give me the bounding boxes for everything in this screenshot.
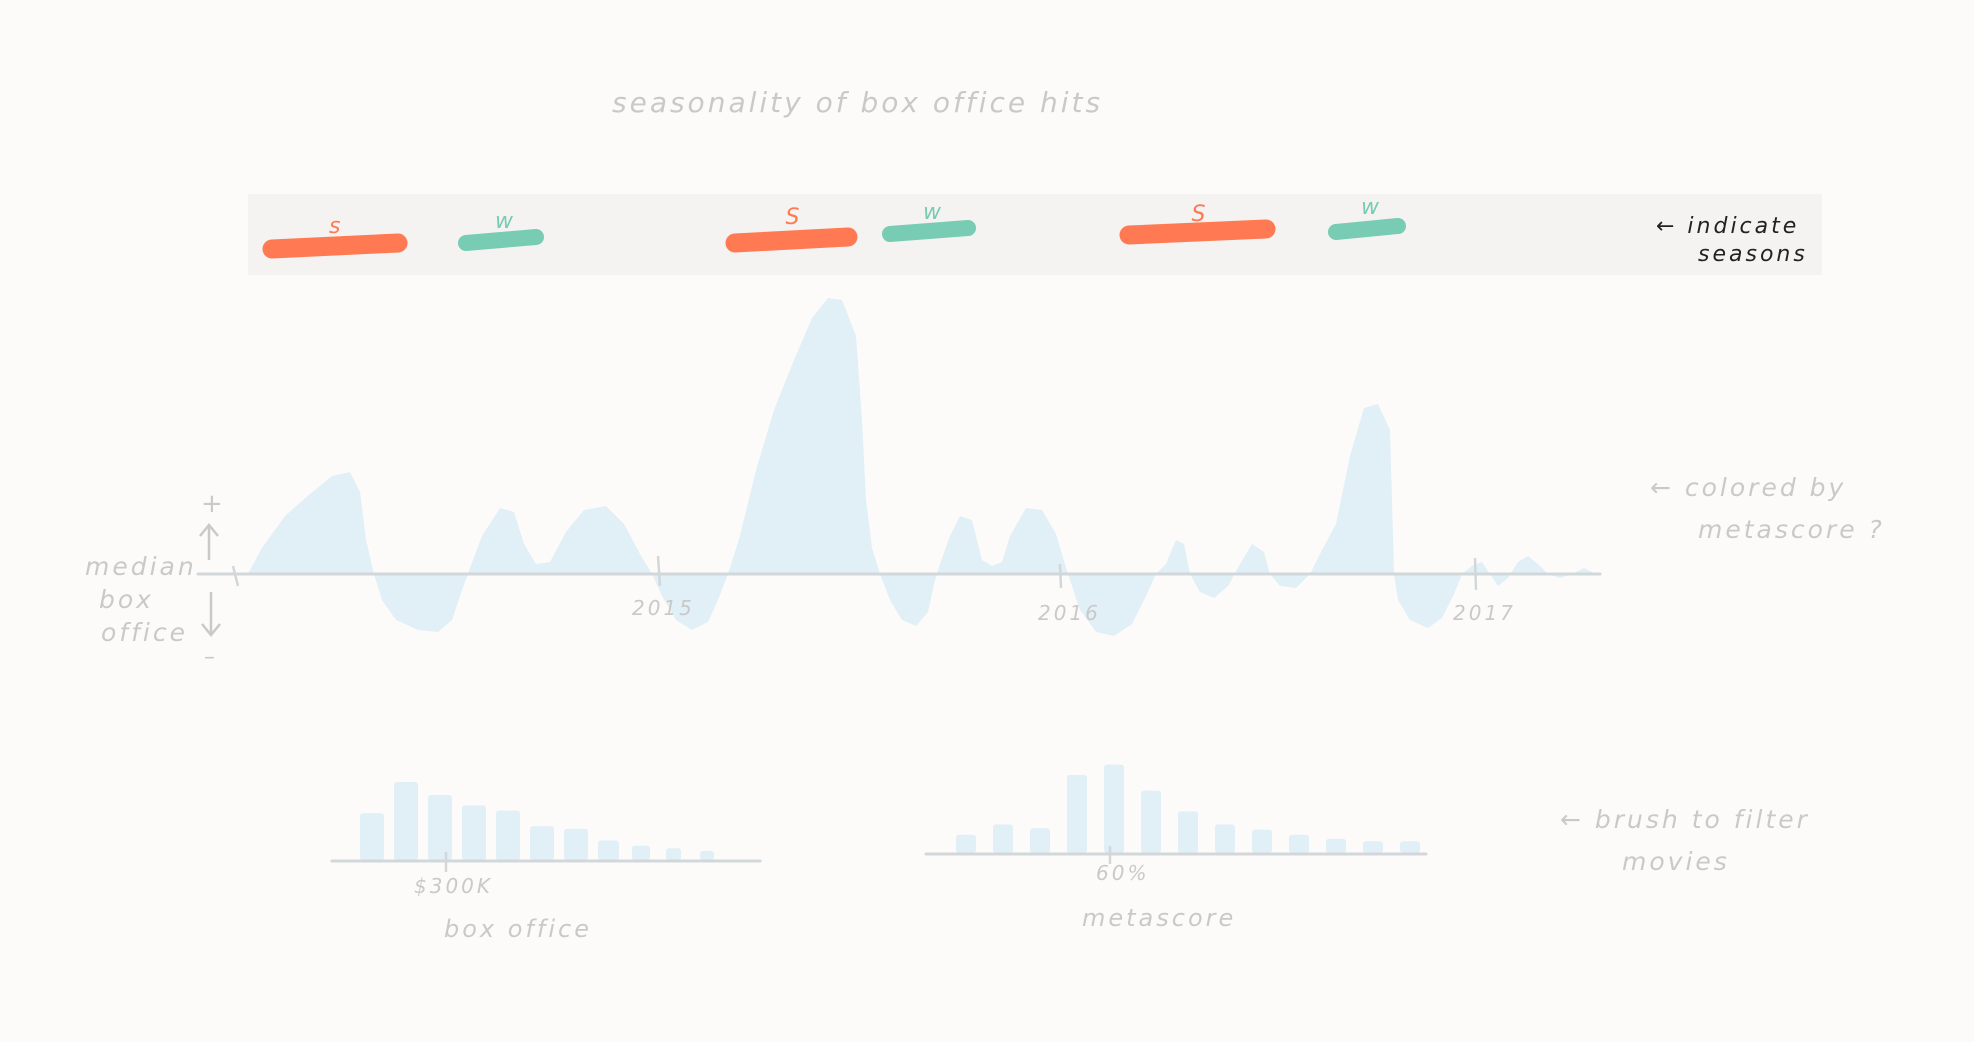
seasonality-chart: 2015 2016 2017 + – median box office ← c… xyxy=(85,298,1885,670)
page-title: seasonality of box office hits xyxy=(612,86,1103,119)
box-office-histogram-bar[interactable] xyxy=(700,850,714,860)
metascore-histogram-bar[interactable] xyxy=(1363,841,1383,853)
color-note-line1: ← colored by xyxy=(1650,473,1846,502)
summer-season-label: S xyxy=(1192,202,1206,227)
winter-season-label: w xyxy=(923,200,942,225)
winter-season-label: w xyxy=(1361,195,1380,220)
box-office-histogram-bar[interactable] xyxy=(428,795,452,860)
y-label-line3: office xyxy=(101,618,188,647)
box-office-histogram-bar[interactable] xyxy=(598,840,619,861)
brush-note-line1: ← brush to filter xyxy=(1560,805,1810,834)
season-band-note-line2: seasons xyxy=(1698,242,1808,267)
metascore-histogram-bar[interactable] xyxy=(1104,764,1124,853)
year-tick-2017: 2017 xyxy=(1453,557,1516,625)
metascore-histogram-bar[interactable] xyxy=(1400,841,1420,853)
box-office-histogram-bar[interactable] xyxy=(666,848,681,860)
y-plus-sign: + xyxy=(201,489,223,519)
y-label-line2: box xyxy=(99,585,154,614)
season-band-note-line1: ← indicate xyxy=(1656,214,1799,239)
box-office-histogram-bar[interactable] xyxy=(394,782,418,860)
box-office-histogram-bar[interactable] xyxy=(632,845,650,860)
histogram-tick-label: $300K xyxy=(414,874,493,898)
metascore-histogram-bar[interactable] xyxy=(956,834,976,853)
summer-season-stroke xyxy=(1119,219,1276,245)
box-office-histogram-bar[interactable] xyxy=(462,805,486,860)
box-office-histogram[interactable]: $300K box office xyxy=(330,782,762,943)
box-office-histogram-bar[interactable] xyxy=(564,828,588,860)
metascore-histogram-bar[interactable] xyxy=(1215,824,1235,853)
metascore-histogram-bar[interactable] xyxy=(1141,790,1161,853)
metascore-histogram-bar[interactable] xyxy=(1030,828,1050,853)
brush-note-line2: movies xyxy=(1622,847,1730,876)
histogram-axis-label: box office xyxy=(444,915,592,943)
histogram-bars[interactable] xyxy=(956,764,1420,853)
y-axis-legend: + – median box office xyxy=(85,489,223,670)
down-arrow-icon xyxy=(201,592,221,637)
summer-season-label: S xyxy=(786,205,800,230)
metascore-histogram-bar[interactable] xyxy=(1178,811,1198,853)
histogram-bars[interactable] xyxy=(360,782,714,860)
y-minus-sign: – xyxy=(204,645,215,670)
up-arrow-icon xyxy=(199,523,219,560)
metascore-histogram-bar[interactable] xyxy=(1067,775,1087,853)
summer-season-label: s xyxy=(329,214,340,239)
metascore-histogram-bar[interactable] xyxy=(993,824,1013,853)
year-tick-label: 2015 xyxy=(632,596,695,620)
histogram-axis-label: metascore xyxy=(1082,904,1236,932)
metascore-histogram-bar[interactable] xyxy=(1252,829,1272,853)
summer-season-stroke xyxy=(725,227,858,253)
winter-season-stroke xyxy=(1328,218,1406,240)
year-tick-2016: 2016 xyxy=(1038,563,1101,625)
metascore-histogram-bar[interactable] xyxy=(1326,838,1346,853)
summer-season-stroke xyxy=(262,233,408,259)
axis-start-tick xyxy=(231,565,240,587)
winter-season-label: w xyxy=(495,209,514,234)
year-tick-label: 2016 xyxy=(1038,601,1101,625)
box-office-area xyxy=(248,298,1600,636)
winter-season-stroke xyxy=(458,229,544,251)
histogram-tick-label: 60% xyxy=(1096,861,1149,885)
metascore-histogram[interactable]: 60% metascore xyxy=(924,764,1428,932)
box-office-histogram-bar[interactable] xyxy=(496,810,520,860)
box-office-histogram-bar[interactable] xyxy=(530,826,554,860)
year-tick-2015: 2015 xyxy=(632,555,695,620)
year-tick-label: 2017 xyxy=(1453,601,1516,625)
metascore-histogram-bar[interactable] xyxy=(1289,834,1309,853)
color-note-line2: metascore ? xyxy=(1698,515,1885,544)
y-label-line1: median xyxy=(85,552,197,581)
winter-season-stroke xyxy=(882,220,976,242)
box-office-histogram-bar[interactable] xyxy=(360,813,384,860)
